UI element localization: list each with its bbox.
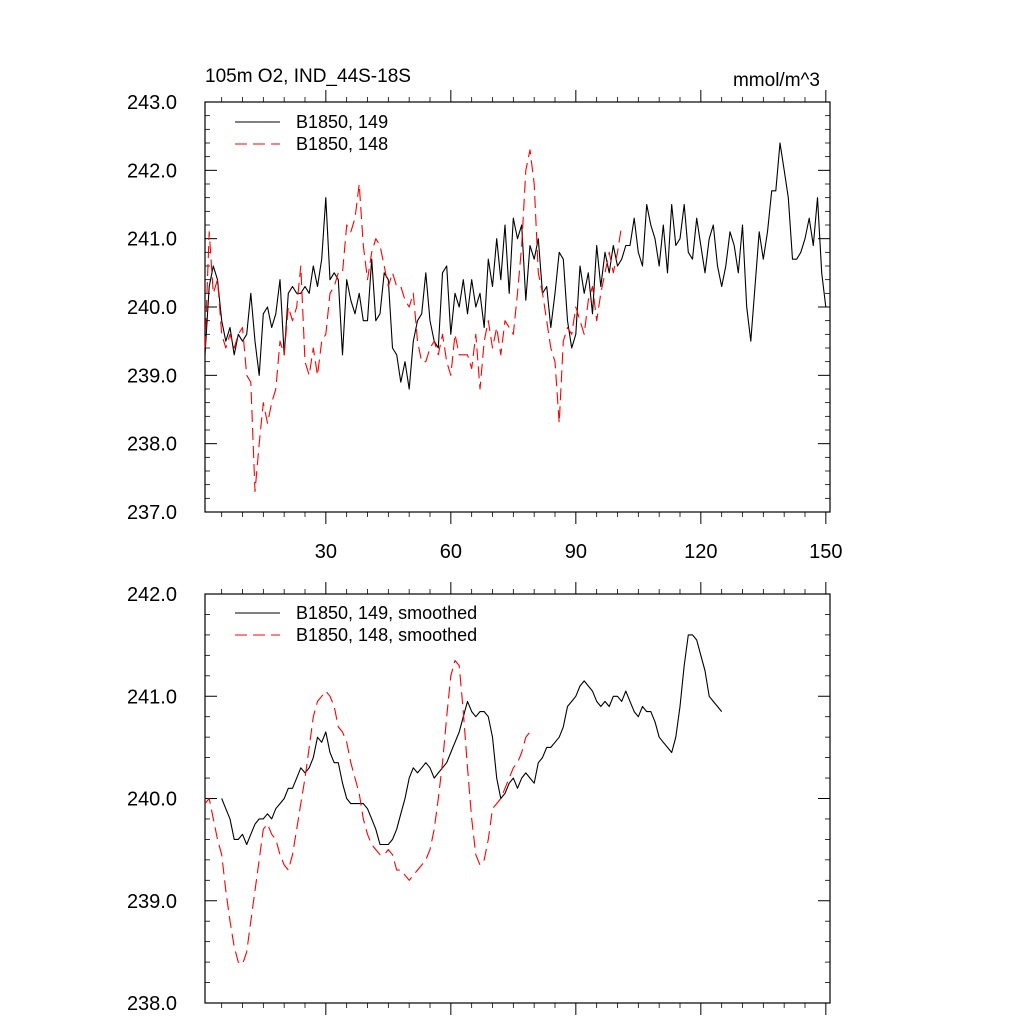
chart-title: 105m O2, IND_44S-18S: [205, 66, 411, 87]
series-line-1: [204, 142, 827, 390]
x-tick-label: 150: [809, 541, 842, 563]
top-panel: 105m O2, IND_44S-18S mmol/m^3 30 60 90 120 1…: [127, 66, 843, 563]
legend-label: B1850, 149, smoothed: [296, 603, 477, 623]
y-tick-label: 243.0: [127, 92, 177, 114]
y-tick-label: 240.0: [127, 789, 177, 811]
legend-label: B1850, 148, smoothed: [296, 625, 477, 645]
plot-frame: [204, 101, 831, 513]
y-tick-label: 241.0: [127, 686, 177, 708]
units-label: mmol/m^3: [733, 70, 820, 91]
y-tick-label: 240.0: [127, 297, 177, 319]
y-tick-label: 241.0: [127, 229, 177, 251]
y-tick-label: 242.0: [127, 160, 177, 182]
x-tick-label: 90: [565, 541, 587, 563]
y-tick-label: 238.0: [127, 434, 177, 456]
y-tick-label: 238.0: [127, 993, 177, 1015]
y-tick-label: 239.0: [127, 365, 177, 387]
x-tick-label: 120: [684, 541, 717, 563]
plot-frame: [204, 593, 831, 1004]
series-line-2: [204, 149, 623, 493]
x-tick-label: 30: [315, 541, 337, 563]
y-tick-label: 239.0: [127, 891, 177, 913]
legend-label: B1850, 149: [296, 112, 388, 132]
series-line-2: [204, 659, 531, 965]
legend-label: B1850, 148: [296, 134, 388, 154]
bottom-panel: 238.0 239.0 240.0 241.0 242.0 B1850, 149, smo…: [127, 582, 831, 1015]
series-line-1: [221, 634, 723, 846]
y-tick-label: 237.0: [127, 502, 177, 524]
x-tick-label: 60: [440, 541, 462, 563]
y-tick-label: 242.0: [127, 584, 177, 606]
